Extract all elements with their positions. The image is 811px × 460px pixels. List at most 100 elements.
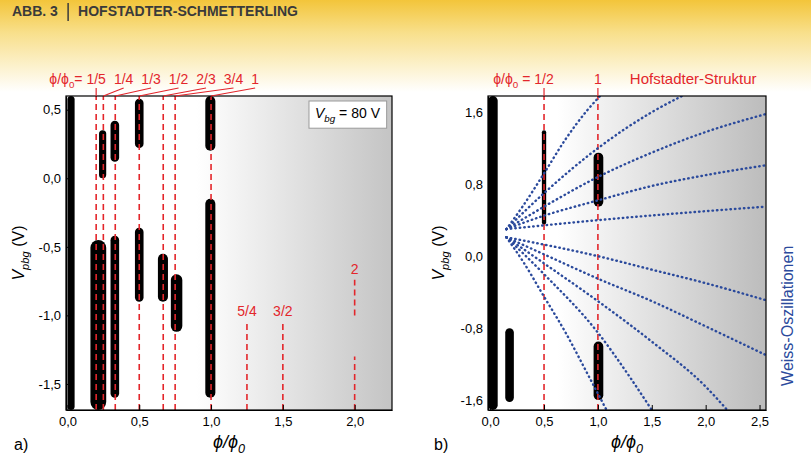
tick-mark: [598, 405, 599, 410]
fraction-segment: [282, 322, 284, 410]
condition-box-frame: [309, 101, 387, 128]
tick-label: 0,0: [465, 249, 483, 264]
tick-label: 1,6: [465, 105, 483, 120]
dark-region: [488, 96, 498, 410]
dark-region: [594, 342, 604, 400]
tick-mark: [706, 405, 707, 410]
fraction-line: [138, 96, 140, 410]
fraction-label: 3/4: [224, 71, 244, 87]
tick: 0,5: [535, 405, 553, 429]
tick-label: -0,8: [461, 321, 483, 336]
weiss-curve: [506, 165, 766, 229]
fraction-label: 1: [594, 71, 602, 87]
x-axis-title-sub: 0: [636, 442, 643, 456]
tick: -1,0: [39, 308, 71, 323]
tick: 1,5: [643, 405, 661, 429]
weiss-curve: [506, 114, 766, 229]
leader-line: [96, 88, 97, 96]
fraction-label-main: ϕ/ϕ: [493, 71, 513, 87]
tick: 2,0: [346, 405, 364, 429]
fraction-label-suffix: =: [518, 71, 534, 87]
fraction-label-main: ϕ/ϕ: [49, 71, 69, 87]
dark-region: [505, 328, 514, 402]
tick-label: -1,5: [39, 377, 61, 392]
x-axis-title: ϕ/ϕ0: [611, 432, 643, 456]
tick-mark: [760, 405, 761, 410]
tick-label: 0,0: [59, 414, 77, 429]
figure: ABB. 3HOFSTADTER-SCHMETTERLING 0,0 0,5 1,0 1…: [0, 0, 811, 460]
fraction-label: 1/2: [169, 71, 189, 87]
tick-label: -0,5: [39, 239, 61, 254]
y-axis-title-sub: pbg: [19, 250, 31, 270]
plot-frame: [488, 96, 766, 410]
fraction-label-suffix: =: [74, 71, 86, 87]
plot-background: [488, 96, 766, 410]
tick-mark: [66, 315, 71, 316]
x-axis: 0,0 0,5 1,0 1,5 2,0: [59, 405, 393, 429]
fraction-line: [114, 96, 116, 410]
y-axis-line: [488, 97, 489, 411]
panel-letter: b): [434, 436, 448, 453]
header-label: ABB. 3: [12, 3, 58, 19]
tick: 0,0: [482, 405, 500, 429]
tick: 1,0: [203, 405, 221, 429]
tick-mark: [488, 112, 493, 113]
x-axis-title-sub: 0: [238, 442, 245, 456]
fraction-label: ϕ/ϕ0 = 1/2: [493, 71, 554, 90]
fraction-label: 1/3: [141, 71, 161, 87]
weiss-curve: [506, 237, 766, 300]
tick: 0,0: [43, 171, 71, 186]
panel: 0,00,51,01,52,02,51,60,80,0-0,8-1,6ϕ/ϕ0V…: [430, 70, 796, 456]
tick-label: 0,5: [131, 414, 149, 429]
tick-mark: [544, 405, 545, 410]
plot-background: [66, 96, 392, 410]
header: ABB. 3HOFSTADTER-SCHMETTERLING: [0, 0, 811, 92]
fraction-segment: [354, 357, 356, 410]
fraction-label: ϕ/ϕ0= 1/5: [49, 71, 106, 90]
tick-mark: [66, 247, 71, 248]
leader-line: [211, 88, 255, 96]
tick: 1,0: [589, 405, 607, 429]
weiss-curve: [506, 96, 682, 229]
fraction-label: 5/4: [237, 303, 257, 319]
tick-mark: [67, 405, 68, 410]
tick: -0,8: [461, 321, 493, 336]
header-band: [0, 0, 811, 92]
condition-text-suffix: = 80 V: [335, 105, 380, 121]
x-axis-line: [67, 410, 393, 411]
header-separator: [67, 3, 69, 21]
tick-mark: [652, 405, 653, 410]
fraction-line: [210, 96, 212, 410]
fraction-label-value: 1/2: [534, 71, 554, 87]
condition-box: Vbg = 80 V: [309, 101, 387, 128]
tick-label: 0,5: [43, 102, 61, 117]
condition-text: Vbg = 80 V: [315, 105, 381, 124]
fraction-label: 1/4: [114, 71, 134, 87]
tick-label: 2,0: [697, 414, 715, 429]
plot-marks: [488, 96, 766, 410]
x-axis-title-main: ϕ/ϕ: [213, 432, 238, 452]
tick-mark: [488, 184, 493, 185]
tick: 0,5: [43, 102, 71, 117]
y-axis-title: Vpbg (V): [10, 225, 31, 280]
leader-line: [175, 88, 233, 96]
tick: 0,0: [465, 249, 493, 264]
weiss-curve: [506, 207, 766, 229]
tick-label: 0,0: [43, 171, 61, 186]
tick-label: 1,5: [274, 414, 292, 429]
tick-label: 1,0: [203, 414, 221, 429]
x-axis-title: ϕ/ϕ0: [213, 432, 245, 456]
tick-mark: [488, 256, 493, 257]
tick-label: 1,0: [589, 414, 607, 429]
tick-mark: [488, 400, 493, 401]
tick-label: -1,6: [461, 393, 483, 408]
fraction-line: [597, 96, 599, 410]
y-axis-title-suffix: (V): [430, 225, 447, 251]
leader-line: [543, 88, 544, 96]
tick: 1,5: [274, 405, 292, 429]
dark-region: [171, 274, 182, 332]
panel-letter: a): [14, 436, 28, 453]
tick-mark: [490, 405, 491, 410]
weiss-curve: [506, 237, 727, 410]
leader-line: [597, 88, 598, 96]
